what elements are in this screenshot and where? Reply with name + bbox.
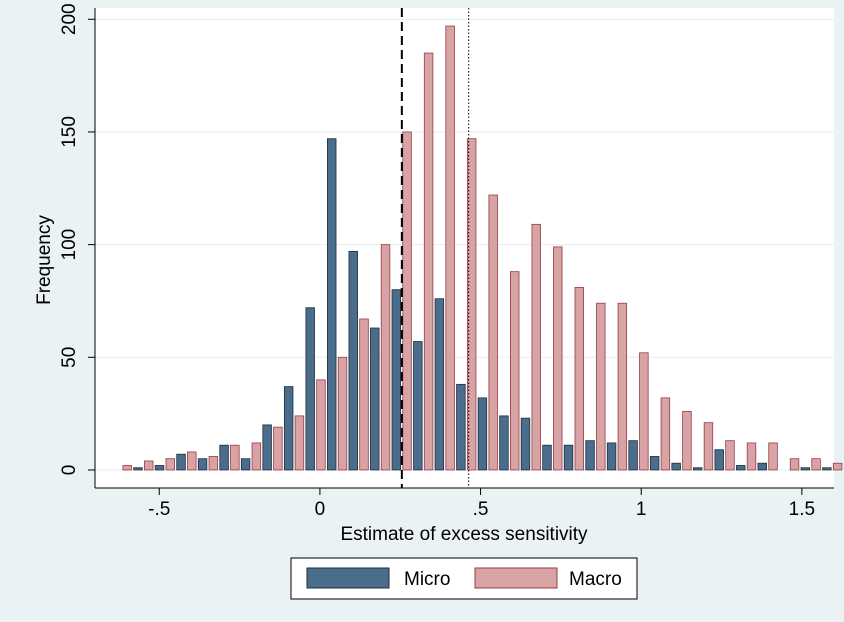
bar-micro (197, 458, 208, 471)
bar-macro (445, 25, 455, 471)
bar-micro (628, 440, 638, 471)
bar-macro (316, 379, 326, 471)
bar-macro (251, 442, 262, 471)
bar-macro (122, 465, 132, 471)
bar-macro (423, 52, 434, 471)
bar-macro (811, 458, 821, 471)
bar-macro (273, 426, 283, 471)
legend: Micro Macro (290, 557, 638, 600)
bar-macro (359, 318, 369, 471)
bar-macro (488, 194, 498, 471)
legend-swatch-micro (306, 567, 390, 589)
bar-micro (692, 467, 703, 471)
bar-macro (466, 138, 477, 471)
bar-micro (262, 424, 272, 471)
bar-macro (639, 352, 649, 471)
bar-macro (187, 451, 197, 471)
bar-micro (736, 465, 746, 471)
bar-macro (294, 415, 305, 471)
bar-micro (413, 341, 423, 471)
bar-macro (725, 440, 735, 471)
bar-macro (337, 356, 348, 471)
bar-micro (606, 442, 617, 471)
y-tick-label: 200 (59, 3, 80, 35)
bars (122, 25, 843, 471)
bar-macro (682, 410, 692, 471)
bar-micro (714, 449, 724, 471)
bar-micro (434, 298, 445, 471)
bar-micro (499, 415, 509, 471)
y-axis-label: Frequency (34, 215, 55, 305)
bar-macro (660, 397, 671, 471)
legend-swatch-macro (474, 567, 558, 589)
bar-micro (219, 444, 229, 471)
x-axis-ticks: -.5 0 .5 1 1.5 (148, 488, 815, 520)
bar-macro (832, 462, 843, 471)
bar-micro (391, 289, 402, 471)
bar-micro (649, 456, 660, 471)
bar-macro (208, 456, 219, 471)
x-tick-label: .5 (473, 499, 489, 520)
bar-macro (230, 444, 240, 471)
bar-micro (154, 465, 165, 471)
x-tick-label: 1.5 (789, 499, 815, 520)
bar-micro (283, 386, 294, 471)
bar-micro (176, 453, 186, 471)
y-tick-label: 50 (59, 347, 80, 368)
bar-micro (822, 467, 832, 471)
bar-macro (596, 302, 606, 471)
bar-micro (456, 383, 466, 471)
bar-macro (509, 271, 520, 471)
bar-micro (370, 327, 380, 471)
legend-label-micro: Micro (404, 569, 450, 590)
bar-macro (144, 460, 154, 471)
bar-macro (746, 442, 757, 471)
bar-macro (768, 442, 778, 471)
bar-micro (520, 417, 531, 471)
bar-micro (477, 397, 488, 471)
bar-micro (585, 440, 595, 471)
y-tick-label: 150 (59, 116, 80, 148)
bar-micro (671, 462, 681, 471)
bar-micro (133, 467, 143, 471)
bar-micro (542, 444, 552, 471)
bar-macro (617, 302, 628, 471)
bar-micro (240, 458, 251, 471)
bar-micro (348, 250, 358, 471)
y-tick-label: 100 (59, 229, 80, 261)
bar-macro (531, 223, 541, 471)
x-axis-label: Estimate of excess sensitivity (340, 524, 588, 545)
legend-label-macro: Macro (569, 569, 622, 590)
reference-lines (400, 8, 470, 488)
bar-macro (703, 422, 714, 471)
bar-macro (553, 246, 563, 471)
bar-micro (305, 307, 315, 471)
bar-macro (789, 458, 800, 471)
y-tick-label: 0 (59, 465, 80, 476)
bar-micro (327, 138, 337, 471)
bar-macro (402, 131, 412, 471)
x-tick-label: -.5 (148, 499, 170, 520)
bar-macro (380, 244, 391, 471)
bar-micro (563, 444, 574, 471)
bar-macro (165, 458, 175, 471)
x-tick-label: 0 (315, 499, 326, 520)
y-axis-ticks: 0 50 100 150 200 (59, 3, 95, 475)
bar-micro (757, 462, 767, 471)
x-tick-label: 1 (636, 499, 647, 520)
bar-macro (574, 287, 584, 471)
bar-micro (800, 467, 811, 471)
